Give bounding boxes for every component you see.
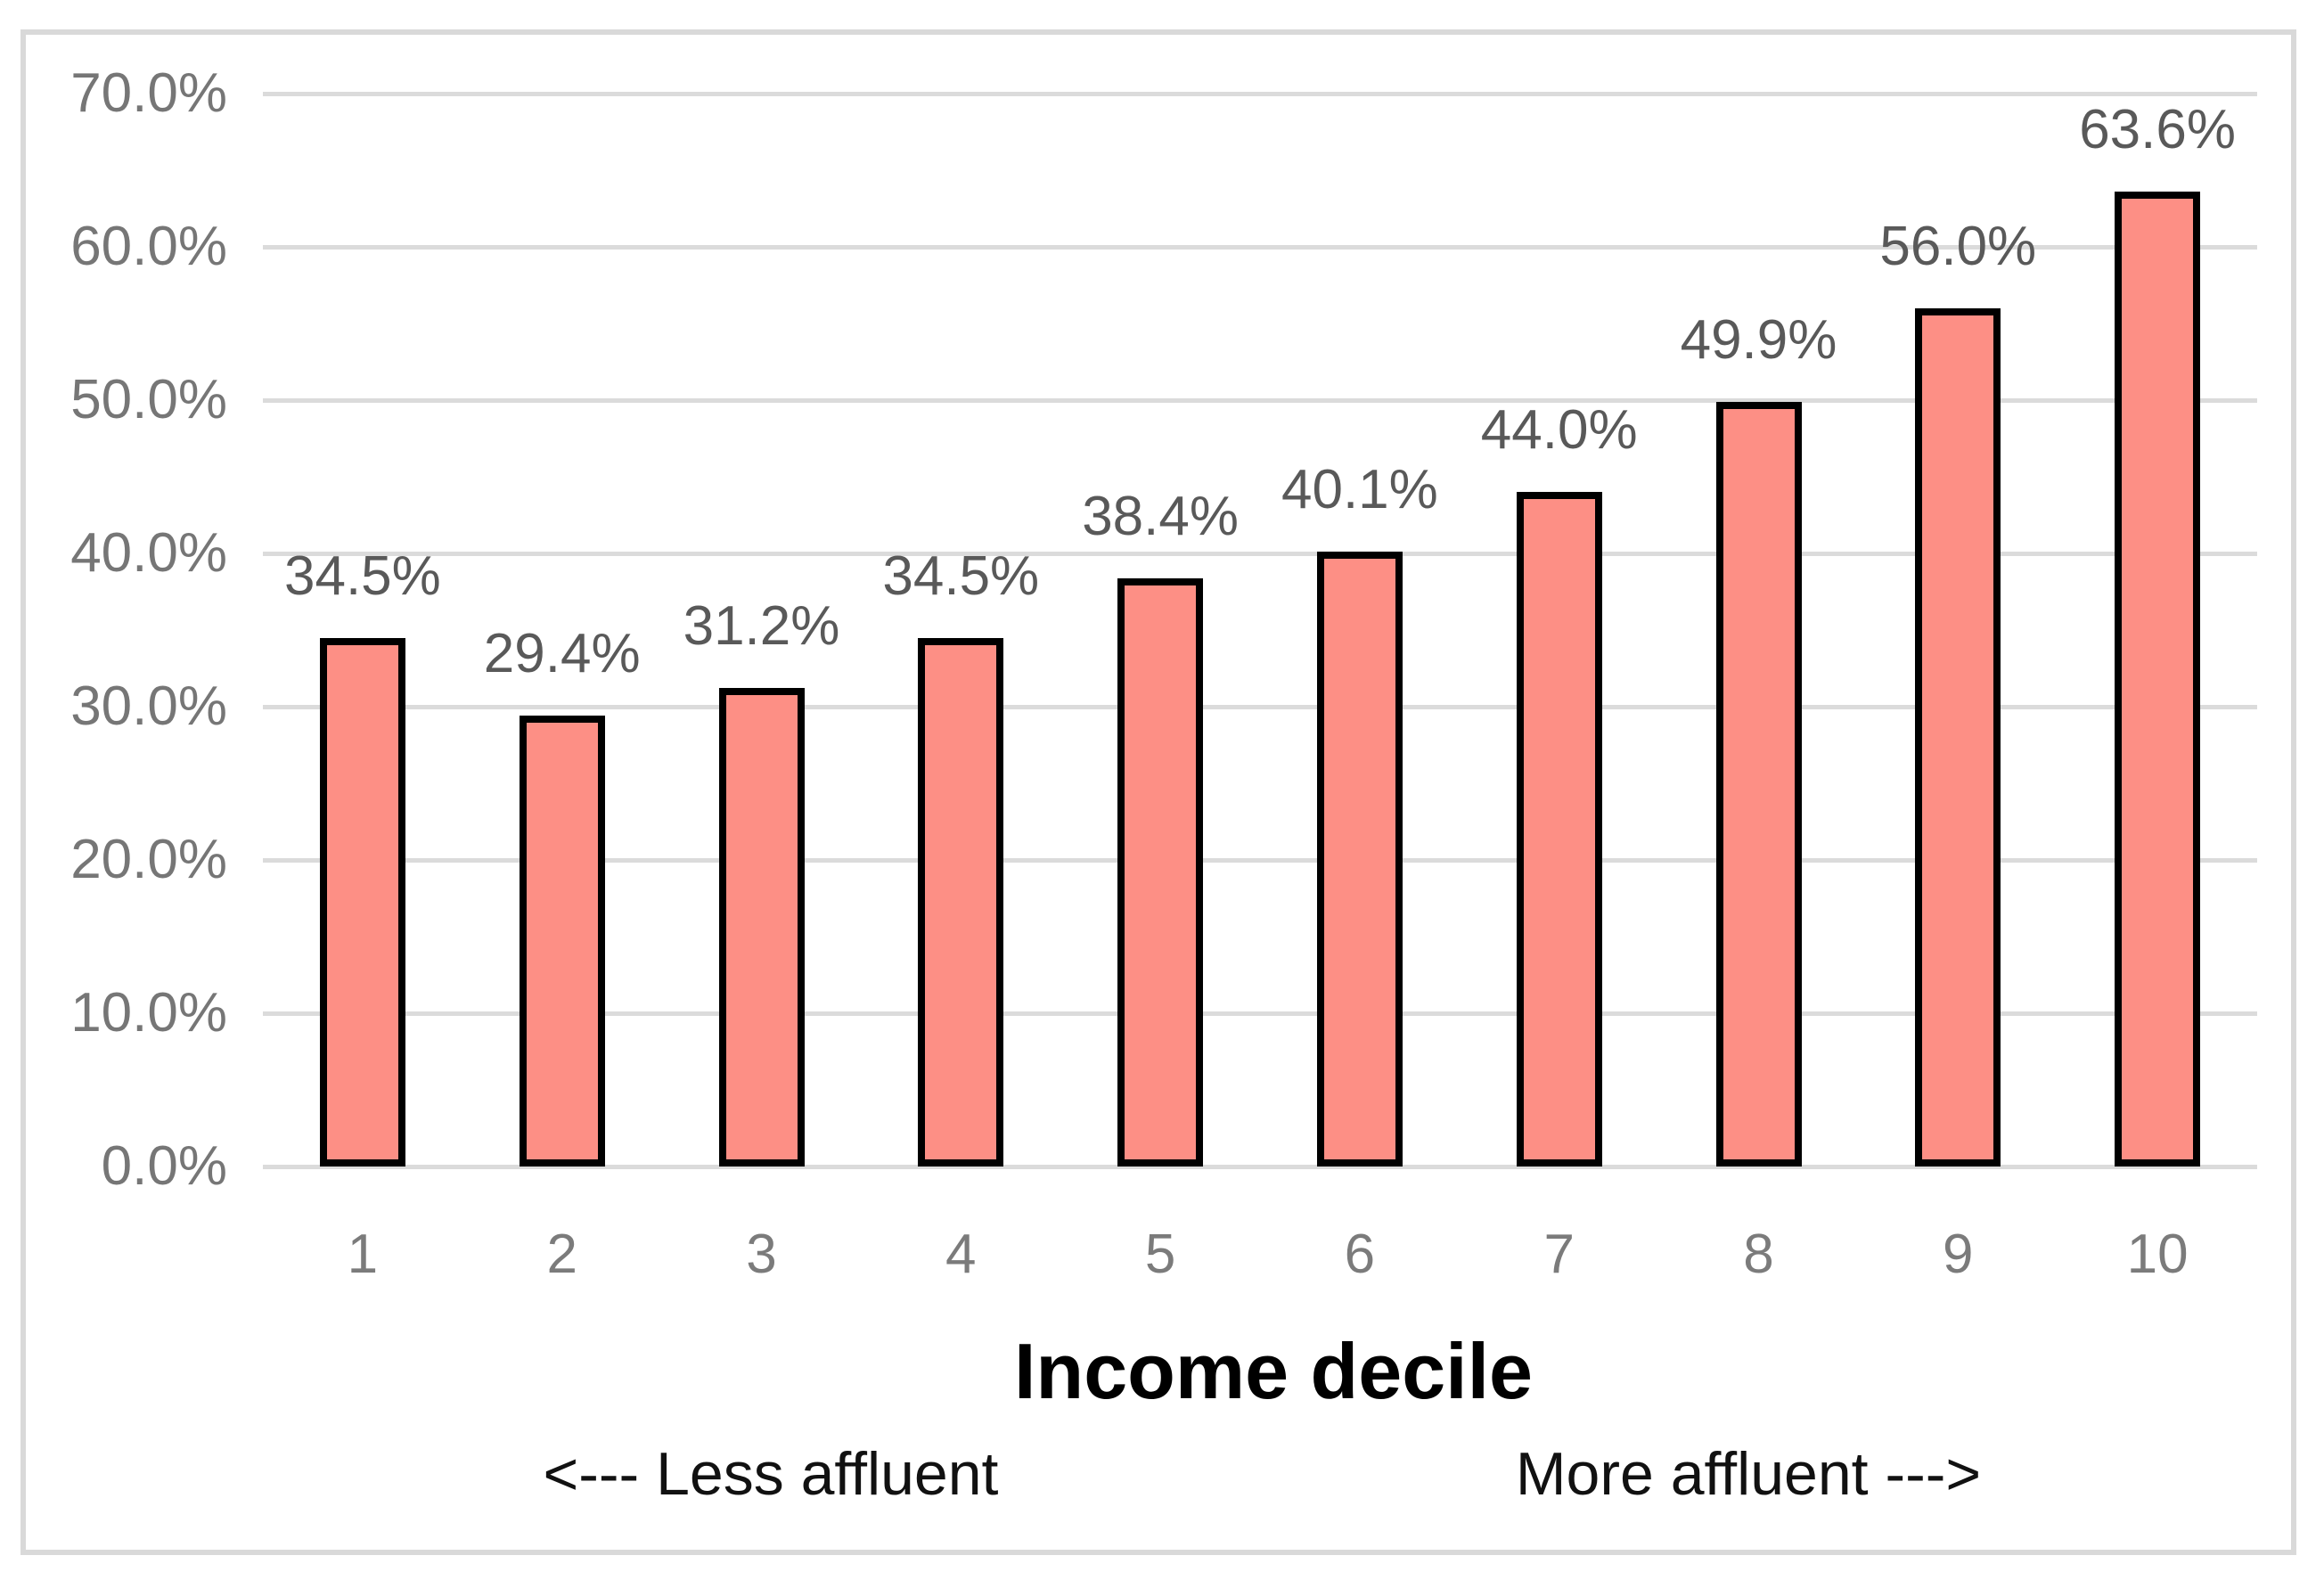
annotation-more-affluent: More affluent ---> xyxy=(1515,1440,1982,1508)
x-tick-label: 5 xyxy=(1144,1224,1176,1285)
x-tick-label: 7 xyxy=(1543,1224,1575,1285)
annotation-less-affluent: <--- Less affluent xyxy=(543,1440,999,1508)
bar-data-label: 40.1% xyxy=(1281,459,1438,521)
bar xyxy=(1516,492,1602,1167)
bar xyxy=(918,637,1004,1167)
bar-data-label: 56.0% xyxy=(1879,215,2037,277)
bar xyxy=(718,688,805,1167)
y-tick-label: 0.0% xyxy=(101,1135,227,1197)
bar-data-label: 29.4% xyxy=(483,623,641,685)
x-tick-label: 2 xyxy=(546,1224,577,1285)
gridline xyxy=(263,705,2257,709)
y-tick-label: 50.0% xyxy=(70,369,227,430)
y-tick-label: 70.0% xyxy=(70,62,227,124)
x-axis-title: Income decile xyxy=(1013,1327,1533,1415)
x-tick-label: 10 xyxy=(2126,1224,2189,1285)
gridline xyxy=(263,245,2257,250)
y-tick-label: 20.0% xyxy=(70,829,227,890)
x-tick-label: 3 xyxy=(746,1224,777,1285)
x-tick-label: 6 xyxy=(1344,1224,1376,1285)
bar-data-label: 34.5% xyxy=(882,544,1040,607)
bar xyxy=(2115,192,2201,1167)
y-tick-label: 30.0% xyxy=(70,675,227,737)
x-tick-label: 8 xyxy=(1743,1224,1774,1285)
gridline xyxy=(263,92,2257,96)
y-tick-label: 10.0% xyxy=(70,982,227,1044)
gridline xyxy=(263,398,2257,403)
y-tick-label: 60.0% xyxy=(70,216,227,277)
bar xyxy=(319,637,405,1167)
bar-data-label: 34.5% xyxy=(283,544,441,607)
bar xyxy=(519,716,605,1167)
gridline xyxy=(263,1165,2257,1169)
bar-data-label: 44.0% xyxy=(1480,399,1638,462)
x-tick-label: 1 xyxy=(347,1224,379,1285)
x-tick-label: 9 xyxy=(1943,1224,1974,1285)
bar xyxy=(1915,307,2001,1167)
x-tick-label: 4 xyxy=(945,1224,977,1285)
bar-data-label: 31.2% xyxy=(683,595,840,658)
gridline xyxy=(263,1011,2257,1016)
bar xyxy=(1117,577,1204,1167)
bar-data-label: 38.4% xyxy=(1082,485,1239,547)
bar-data-label: 49.9% xyxy=(1680,308,1837,371)
y-tick-label: 40.0% xyxy=(70,522,227,584)
gridline xyxy=(263,858,2257,863)
bar xyxy=(1316,552,1403,1167)
bar xyxy=(1715,401,1802,1167)
gridline xyxy=(263,552,2257,556)
bar-data-label: 63.6% xyxy=(2079,99,2236,161)
